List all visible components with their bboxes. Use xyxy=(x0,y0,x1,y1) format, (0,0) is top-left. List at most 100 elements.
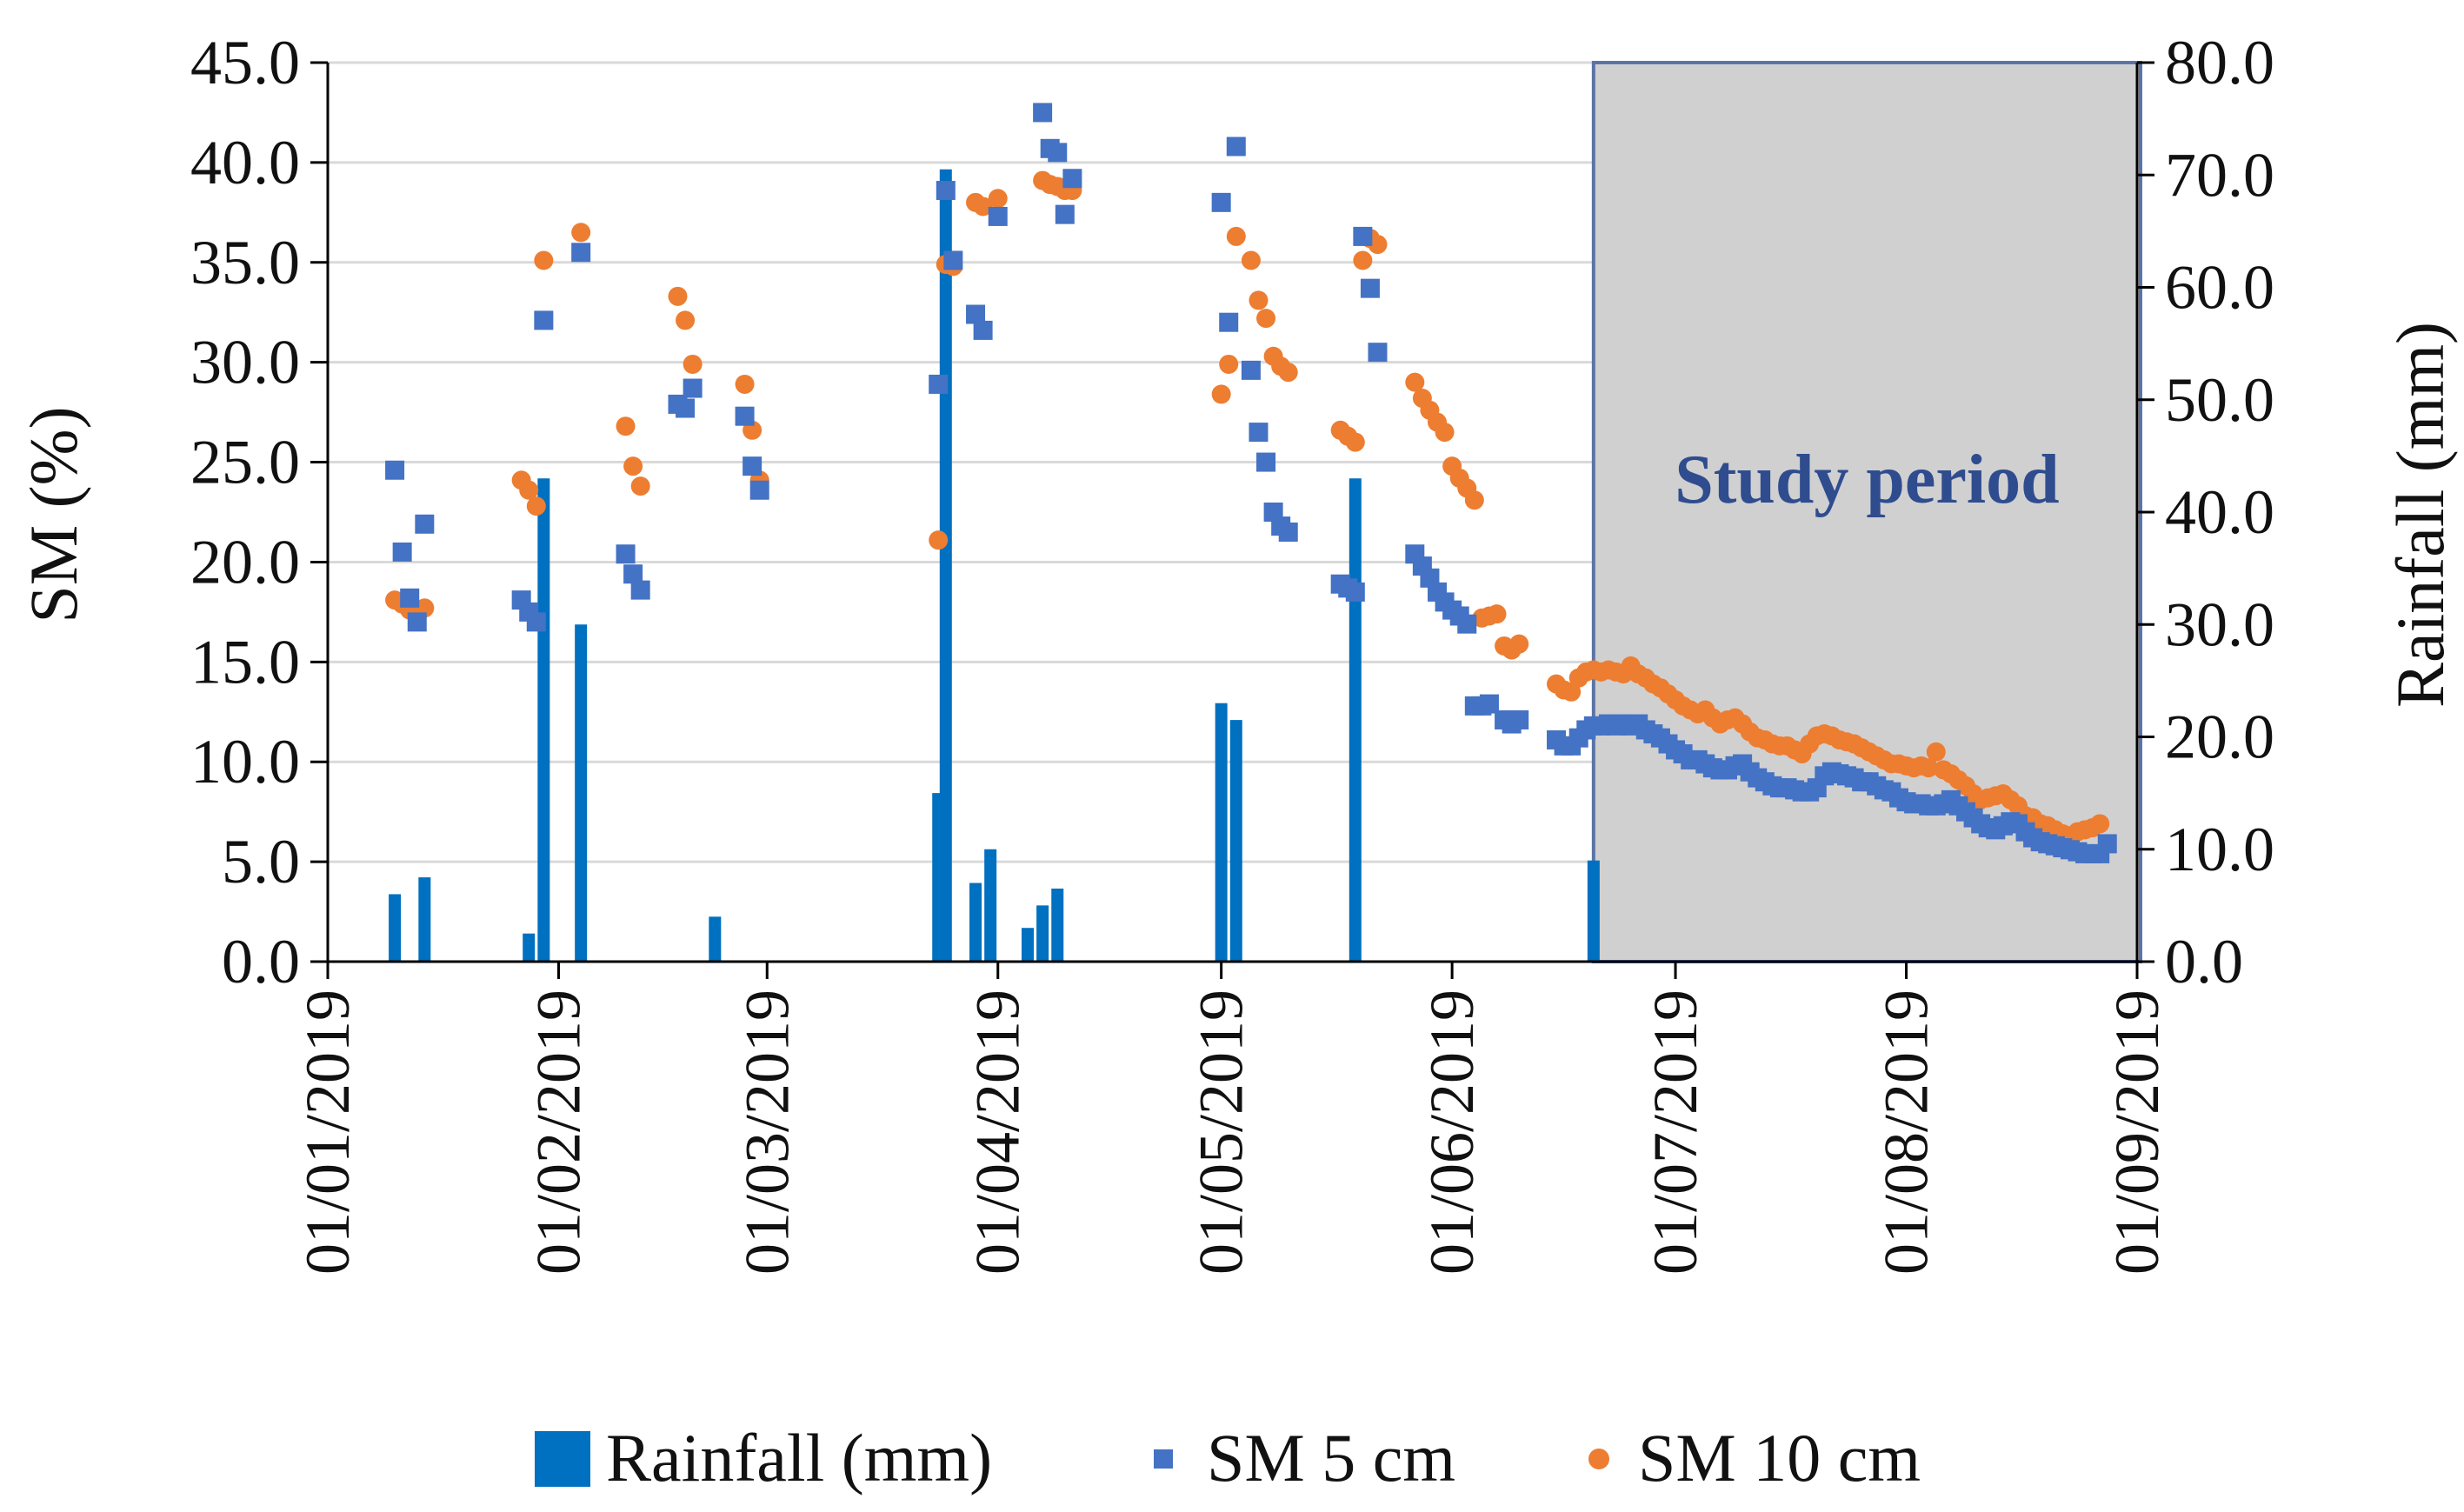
sm5-point xyxy=(1219,312,1239,332)
sm10-point xyxy=(676,310,696,330)
y-right-tick-label: 40.0 xyxy=(2165,477,2274,547)
sm5-point xyxy=(1062,169,1082,189)
rainfall-bar xyxy=(984,849,997,962)
sm5-point xyxy=(1345,582,1365,602)
rainfall-bar xyxy=(939,169,952,962)
sm10-point xyxy=(988,189,1008,209)
rainfall-bar xyxy=(1215,703,1228,962)
sm5-point xyxy=(1353,226,1373,246)
rainfall-bar xyxy=(575,624,588,962)
y-left-tick-label: 45.0 xyxy=(190,28,300,97)
sm5-point xyxy=(385,460,405,480)
sm10-point xyxy=(735,374,755,394)
sm10-point xyxy=(616,416,636,436)
y-left-tick-label: 15.0 xyxy=(190,627,300,696)
x-tick-label: 01/06/2019 xyxy=(1417,989,1487,1275)
sm5-point xyxy=(943,250,963,270)
x-tick-label: 01/08/2019 xyxy=(1872,989,1941,1275)
sm10-point xyxy=(1487,604,1507,624)
sm5-point xyxy=(616,544,636,564)
sm10-point xyxy=(1226,226,1246,246)
rainfall-bar xyxy=(1051,888,1064,962)
x-tick-label: 01/05/2019 xyxy=(1187,989,1256,1275)
rainfall-bar xyxy=(1349,478,1362,962)
sm5-point xyxy=(1211,192,1231,212)
sm10-point xyxy=(1353,250,1373,270)
left-y-tick-labels: 0.0 5.0 10.0 15.0 20.0 25.0 30.0 35.0 40.0 45.0 xyxy=(190,28,328,996)
legend-sm10-marker xyxy=(1588,1449,1609,1469)
rainfall-bar xyxy=(418,877,431,962)
y-left-tick-label: 25.0 xyxy=(190,428,300,497)
legend-rainfall-label: Rainfall (mm) xyxy=(606,1420,992,1495)
y-right-tick-label: 0.0 xyxy=(2165,927,2243,996)
sm10-point xyxy=(1249,290,1269,310)
sm5-point xyxy=(526,612,546,632)
sm5-point xyxy=(415,514,435,534)
sm10-point xyxy=(571,223,591,243)
sm5-point xyxy=(683,378,703,398)
rainfall-bar xyxy=(537,478,550,962)
sm10-point xyxy=(526,496,546,516)
sm5-point xyxy=(966,304,986,324)
x-tick-label: 01/04/2019 xyxy=(963,989,1033,1275)
sm5-point xyxy=(988,206,1008,226)
sm5-point xyxy=(1055,204,1075,224)
rainfall-bar xyxy=(1021,928,1034,962)
sm5-point xyxy=(630,580,650,600)
sm5-point xyxy=(743,456,763,476)
rainfall-bar xyxy=(1036,905,1049,962)
x-tick-label: 01/07/2019 xyxy=(1641,989,1710,1275)
y-left-tick-label: 5.0 xyxy=(222,827,300,896)
right-y-tick-labels: 0.0 10.0 20.0 30.0 40.0 50.0 60.0 70.0 80.0 xyxy=(2137,28,2274,996)
sm10-point xyxy=(534,250,554,270)
rainfall-bar xyxy=(1229,720,1242,962)
rainfall-bar xyxy=(709,916,722,962)
sm10-point xyxy=(1368,235,1388,255)
sm-10cm-points xyxy=(385,170,2110,846)
legend: Rainfall (mm) SM 5 cm SM 10 cm xyxy=(535,1420,1921,1495)
y-axis-right-title: Rainfall (mm) xyxy=(2382,322,2458,708)
x-tick-label: 01/09/2019 xyxy=(2102,989,2172,1275)
sm5-point xyxy=(400,588,420,608)
sm10-point xyxy=(668,286,688,306)
sm5-point xyxy=(1457,614,1477,634)
sm5-point xyxy=(929,374,949,394)
sm10-point xyxy=(630,476,650,496)
sm5-point xyxy=(735,406,755,426)
sm10-point xyxy=(1926,742,1946,762)
sm10-point xyxy=(1219,354,1239,374)
y-right-tick-label: 80.0 xyxy=(2165,28,2274,97)
y-left-tick-label: 10.0 xyxy=(190,727,300,796)
y-left-tick-label: 0.0 xyxy=(222,927,300,996)
legend-sm5-label: SM 5 cm xyxy=(1207,1420,1455,1495)
sm10-point xyxy=(1919,758,1939,778)
x-tick-label: 01/02/2019 xyxy=(523,989,593,1275)
sm5-point xyxy=(1360,278,1380,298)
sm5-point xyxy=(1033,103,1053,123)
rainfall-bar xyxy=(523,933,536,962)
sm10-point xyxy=(1256,309,1276,329)
sm10-point xyxy=(2090,814,2110,834)
sm10-point xyxy=(623,456,643,476)
sm5-point xyxy=(1479,694,1499,714)
sm5-point xyxy=(1368,343,1388,363)
x-tick-label: 01/03/2019 xyxy=(732,989,802,1275)
sm10-point xyxy=(1435,423,1455,443)
x-tick-label: 01/01/2019 xyxy=(293,989,363,1275)
sm5-point xyxy=(407,612,427,632)
legend-rainfall-swatch xyxy=(535,1431,590,1487)
y-left-tick-label: 35.0 xyxy=(190,228,300,297)
sm5-point xyxy=(392,542,412,562)
sm5-point xyxy=(1226,137,1246,157)
rainfall-bar xyxy=(389,894,402,962)
y-left-tick-label: 20.0 xyxy=(190,527,300,596)
sm5-point xyxy=(1241,360,1261,380)
sm10-point xyxy=(1464,490,1484,510)
sm5-point xyxy=(623,564,643,584)
y-left-tick-label: 40.0 xyxy=(190,128,300,197)
y-right-tick-label: 10.0 xyxy=(2165,815,2274,884)
sm5-point xyxy=(1048,143,1068,163)
y-right-tick-label: 60.0 xyxy=(2165,253,2274,323)
sm5-point xyxy=(534,310,554,330)
